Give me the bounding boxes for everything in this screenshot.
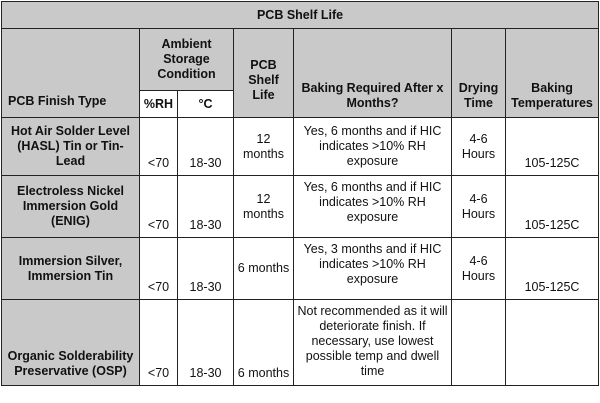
row-drying-time: 4-6 Hours: [451, 117, 506, 176]
row-drying-time: 4-6 Hours: [451, 175, 506, 238]
row-baking-required: Yes, 6 months and if HIC indicates >10% …: [293, 175, 452, 238]
row-rh: <70: [139, 237, 178, 300]
row-baking-required: Not recommended as it will deteriorate f…: [293, 299, 452, 386]
row-baking-temp: [504, 299, 600, 386]
header-drying-time: Drying Time: [451, 28, 506, 118]
header-ambient-storage: Ambient Storage Condition: [139, 28, 234, 91]
table-title: PCB Shelf Life: [0, 1, 600, 29]
row-finish-enig: Electroless Nickel Immersion Gold (ENIG): [1, 175, 140, 238]
row-baking-required: Yes, 3 months and if HIC indicates >10% …: [293, 237, 452, 300]
row-baking-temp: 105-125C: [504, 117, 600, 176]
row-baking-temp: 105-125C: [504, 237, 600, 300]
row-temp: 18-30: [177, 299, 234, 386]
row-shelf-life: 6 months: [233, 299, 294, 386]
row-drying-time: [451, 299, 506, 386]
header-rh: %RH: [139, 90, 178, 118]
row-finish-hasl: Hot Air Solder Level (HASL) Tin or Tin-L…: [1, 117, 140, 176]
row-baking-required: Yes, 6 months and if HIC indicates >10% …: [293, 117, 452, 176]
row-baking-temp: 105-125C: [504, 175, 600, 238]
row-drying-time: 4-6 Hours: [451, 237, 506, 300]
row-finish-immersion-silver-tin: Immersion Silver, Immersion Tin: [1, 237, 140, 300]
header-temp-c: °C: [177, 90, 234, 118]
row-shelf-life: 6 months: [233, 237, 294, 300]
row-temp: 18-30: [177, 237, 234, 300]
row-rh: <70: [139, 299, 178, 386]
header-baking-required: Baking Required After x Months?: [293, 28, 452, 118]
row-shelf-life: 12 months: [233, 117, 294, 176]
row-finish-osp: Organic Solderability Preservative (OSP): [1, 299, 140, 386]
header-finish-type: PCB Finish Type: [1, 28, 140, 118]
pcb-shelf-life-table: PCB Shelf Life PCB Finish Type Ambient S…: [0, 1, 600, 386]
header-shelf-life: PCB Shelf Life: [233, 28, 294, 118]
row-rh: <70: [139, 117, 178, 176]
row-rh: <70: [139, 175, 178, 238]
row-shelf-life: 12 months: [233, 175, 294, 238]
header-baking-temperatures: Baking Temperatures: [504, 28, 600, 118]
row-temp: 18-30: [177, 117, 234, 176]
row-temp: 18-30: [177, 175, 234, 238]
